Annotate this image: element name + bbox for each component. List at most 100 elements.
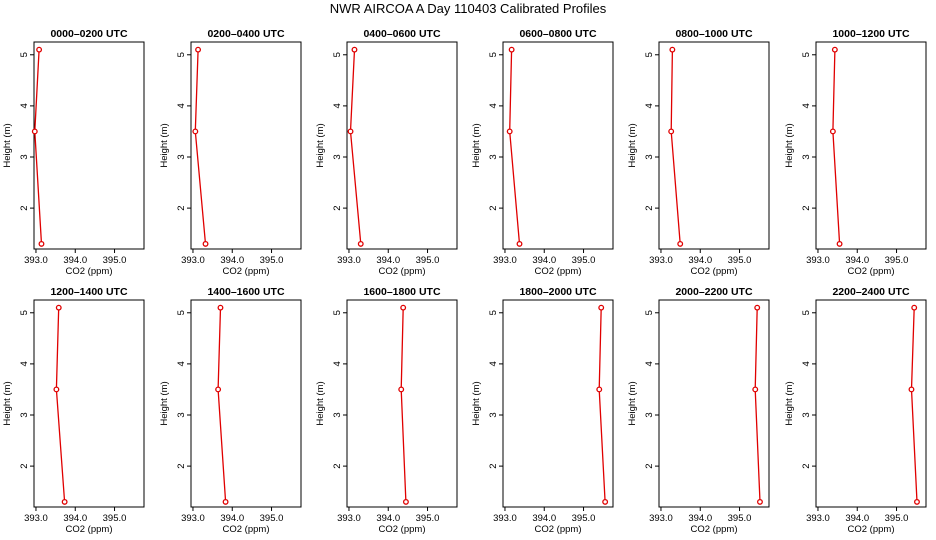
x-axis-label: CO2 (ppm) — [223, 524, 270, 535]
x-tick-label: 394.0 — [376, 255, 400, 266]
x-tick-label: 393.0 — [337, 513, 361, 524]
x-axis-label: CO2 (ppm) — [691, 524, 738, 535]
panel-title: 0600–0800 UTC — [519, 28, 596, 40]
x-tick-label: 395.0 — [572, 255, 596, 266]
series-line — [598, 307, 606, 502]
y-axis-label: Height (m) — [784, 123, 795, 167]
y-tick-label: 5 — [801, 310, 812, 315]
y-tick-label: 3 — [801, 412, 812, 417]
data-point — [668, 128, 675, 135]
panel-title: 0200–0400 UTC — [207, 28, 284, 40]
panel-title: 1200–1400 UTC — [50, 286, 127, 298]
x-tick-label: 394.0 — [688, 255, 712, 266]
y-tick-label: 5 — [644, 52, 655, 57]
data-point — [53, 386, 60, 393]
x-tick-label: 395.0 — [885, 513, 909, 524]
x-tick-label: 394.0 — [63, 513, 87, 524]
y-tick-label: 4 — [801, 103, 812, 108]
data-point — [752, 386, 759, 393]
data-point — [911, 304, 918, 311]
x-tick-label: 393.0 — [337, 255, 361, 266]
profile-panel: 1000–1200 UTC 393.0 394.0 395.0 2 3 4 5 CO2 (ppm… — [784, 28, 927, 277]
y-tick-label: 3 — [644, 154, 655, 159]
y-tick-label: 4 — [644, 361, 655, 366]
y-axis-label: Height (m) — [315, 381, 326, 425]
data-point — [829, 128, 836, 135]
y-tick-label: 2 — [488, 205, 499, 210]
data-point — [831, 46, 838, 53]
x-axis-label: CO2 (ppm) — [848, 524, 895, 535]
plot-frame — [502, 299, 614, 508]
y-tick-label: 5 — [644, 310, 655, 315]
plot-frame — [658, 299, 770, 508]
data-point — [215, 386, 222, 393]
y-axis-label: Height (m) — [2, 381, 13, 425]
y-tick-label: 3 — [19, 412, 30, 417]
y-tick-label: 4 — [176, 361, 187, 366]
x-tick-label: 394.0 — [220, 513, 244, 524]
x-tick-label: 393.0 — [24, 255, 48, 266]
y-tick-label: 3 — [488, 412, 499, 417]
data-point — [31, 128, 38, 135]
data-point — [908, 386, 915, 393]
x-axis-label: CO2 (ppm) — [379, 524, 426, 535]
y-tick-label: 3 — [176, 154, 187, 159]
x-axis-label: CO2 (ppm) — [535, 524, 582, 535]
y-tick-label: 3 — [176, 412, 187, 417]
y-tick-label: 2 — [801, 463, 812, 468]
x-tick-label: 393.0 — [493, 513, 517, 524]
series-line — [400, 307, 407, 502]
data-point — [506, 128, 513, 135]
x-tick-label: 395.0 — [728, 513, 752, 524]
y-axis-label: Height (m) — [2, 123, 13, 167]
y-axis-label: Height (m) — [627, 123, 638, 167]
y-tick-label: 2 — [488, 463, 499, 468]
y-tick-label: 2 — [644, 205, 655, 210]
plot-frame — [190, 299, 302, 508]
data-point — [757, 498, 763, 505]
x-axis-label: CO2 (ppm) — [848, 266, 895, 277]
data-point — [402, 498, 409, 505]
y-tick-label: 4 — [801, 361, 812, 366]
plot-frame — [33, 299, 145, 508]
y-tick-label: 5 — [332, 310, 343, 315]
profile-panel: 0200–0400 UTC 393.0 394.0 395.0 2 3 4 5 CO2 (ppm… — [159, 28, 302, 277]
data-point — [516, 240, 523, 247]
data-point — [669, 46, 676, 53]
y-tick-label: 4 — [19, 103, 30, 108]
profile-panel: 0800–1000 UTC 393.0 394.0 395.0 2 3 4 5 CO2 (ppm… — [627, 28, 770, 277]
profile-panel: 0600–0800 UTC 393.0 394.0 395.0 2 3 4 5 CO2 (ppm… — [471, 28, 614, 277]
y-tick-label: 2 — [19, 463, 30, 468]
series-line — [509, 49, 521, 244]
data-point — [914, 498, 920, 505]
x-tick-label: 395.0 — [260, 255, 284, 266]
x-axis-label: CO2 (ppm) — [223, 266, 270, 277]
y-tick-label: 2 — [332, 205, 343, 210]
y-tick-label: 5 — [19, 310, 30, 315]
y-tick-label: 5 — [176, 310, 187, 315]
x-axis-label: CO2 (ppm) — [535, 266, 582, 277]
plot-frame — [815, 299, 927, 508]
data-point — [351, 46, 358, 53]
data-point — [55, 304, 62, 311]
x-tick-label: 395.0 — [260, 513, 284, 524]
y-axis-label: Height (m) — [627, 381, 638, 425]
plot-frame — [33, 41, 145, 250]
x-tick-label: 393.0 — [24, 513, 48, 524]
data-point — [398, 386, 405, 393]
y-axis-label: Height (m) — [471, 381, 482, 425]
plot-frame — [658, 41, 770, 250]
series-line — [34, 49, 43, 244]
x-axis-label: CO2 (ppm) — [66, 266, 113, 277]
x-tick-label: 393.0 — [181, 255, 205, 266]
data-point — [357, 240, 364, 247]
data-point — [347, 128, 354, 135]
series-line — [754, 307, 761, 502]
x-tick-label: 393.0 — [806, 513, 830, 524]
data-point — [38, 240, 45, 247]
panel-title: 0000–0200 UTC — [50, 28, 127, 40]
data-point — [677, 240, 684, 247]
panel-title: 2000–2200 UTC — [675, 286, 752, 298]
data-point — [602, 498, 609, 505]
panel-title: 1400–1600 UTC — [207, 286, 284, 298]
